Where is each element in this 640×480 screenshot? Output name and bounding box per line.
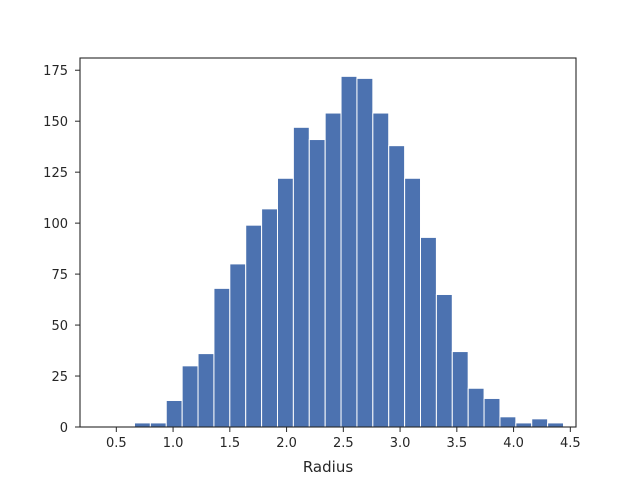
- histogram-bar: [197, 353, 215, 428]
- y-tick-label: 100: [43, 217, 68, 232]
- histogram-bar: [420, 236, 437, 428]
- x-tick-label: 3.0: [390, 436, 411, 451]
- x-axis-label: Radius: [303, 458, 353, 476]
- histogram-bar: [499, 416, 517, 428]
- y-tick-label: 175: [43, 64, 68, 79]
- histogram-bar: [467, 387, 485, 428]
- histogram-bar: [547, 422, 565, 428]
- histogram-bar: [229, 263, 247, 428]
- histogram-bar: [372, 112, 390, 428]
- histogram-bar: [149, 422, 167, 428]
- histogram-bar: [483, 397, 501, 428]
- x-tick-label: 3.5: [446, 436, 467, 451]
- histogram-bar: [356, 77, 374, 428]
- y-tick-label: 150: [43, 115, 68, 130]
- histogram-bar: [165, 399, 183, 428]
- y-tick-label: 50: [51, 319, 68, 334]
- x-tick-label: 2.0: [276, 436, 297, 451]
- histogram-bar: [340, 75, 358, 428]
- histogram-bar: [181, 365, 199, 428]
- y-axis-ticks: 0 25 50 75 100 125 150 175: [43, 64, 80, 436]
- y-tick-label: 25: [51, 370, 68, 385]
- y-tick-label: 75: [51, 268, 68, 283]
- histogram-bar: [531, 418, 549, 428]
- histogram-bar: [276, 177, 294, 428]
- x-tick-label: 4.5: [560, 436, 581, 451]
- histogram-bar: [245, 224, 263, 428]
- x-axis-ticks: 0.5 1.0 1.5 2.0 2.5 3.0 3.5 4.0 4.5: [106, 427, 581, 451]
- histogram-bar: [435, 293, 453, 428]
- y-tick-label: 0: [60, 421, 68, 436]
- histogram-bar: [451, 351, 469, 428]
- x-tick-label: 2.5: [333, 436, 354, 451]
- histogram-bar: [404, 177, 422, 428]
- x-tick-label: 4.0: [503, 436, 524, 451]
- histogram-bar: [213, 287, 231, 428]
- histogram-bar: [324, 112, 342, 428]
- x-tick-label: 0.5: [106, 436, 127, 451]
- x-tick-label: 1.5: [219, 436, 240, 451]
- y-tick-label: 125: [43, 166, 68, 181]
- histogram-bar: [515, 422, 533, 428]
- x-tick-label: 1.0: [163, 436, 184, 451]
- histogram-bar: [388, 145, 406, 428]
- plot-area-frame: [79, 57, 577, 428]
- histogram-bar: [308, 139, 326, 428]
- histogram-bars: [133, 75, 565, 428]
- histogram-bar: [292, 126, 310, 428]
- histogram-bar: [261, 208, 278, 428]
- histogram-bar: [133, 422, 151, 428]
